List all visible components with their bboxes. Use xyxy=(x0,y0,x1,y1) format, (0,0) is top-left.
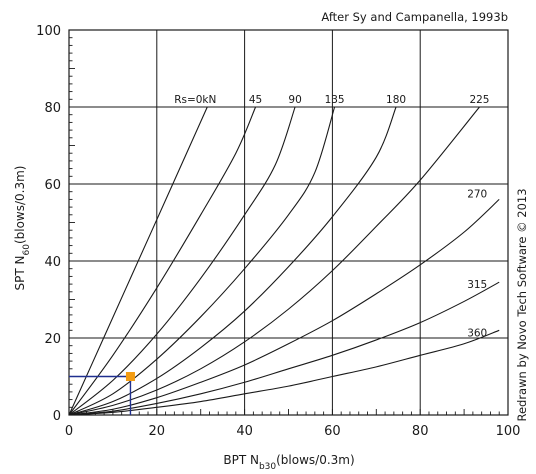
curve-label: 225 xyxy=(469,94,489,106)
curve-225 xyxy=(68,106,480,416)
y-tick-label: 20 xyxy=(44,332,61,347)
y-tick-label: 80 xyxy=(44,101,61,116)
curve-label: 315 xyxy=(467,279,487,291)
example-point xyxy=(125,372,135,381)
curve-label: Rs=0kN xyxy=(174,94,216,106)
grid-layer xyxy=(68,29,509,416)
x-tick-label: 60 xyxy=(324,424,341,439)
curve-315 xyxy=(68,281,500,416)
x-tick-label: 0 xyxy=(65,424,73,439)
curve-45 xyxy=(68,106,257,416)
curve-360 xyxy=(68,329,500,416)
curves-layer xyxy=(68,106,500,416)
curve-label: 180 xyxy=(386,94,406,106)
curve-label: 45 xyxy=(249,94,262,106)
x-axis-title-main: BPT N xyxy=(223,453,259,467)
x-tick-label: 100 xyxy=(496,424,521,439)
curve-label: 135 xyxy=(325,94,345,106)
labels-layer: 0 20 40 60 80 100 0 20 40 60 80 100 Rs=0kN 45 90 135 180… xyxy=(36,24,520,439)
curve-270 xyxy=(68,198,500,416)
y-axis-title-unit: (blows/0.3m) xyxy=(13,166,27,245)
y-axis-title-main: SPT N xyxy=(13,256,27,291)
minor-ticks-layer xyxy=(69,37,500,415)
x-tick-label: 20 xyxy=(149,424,166,439)
y-axis-title: SPT N60(blows/0.3m) xyxy=(13,166,32,291)
y-tick-label: 60 xyxy=(44,178,61,193)
curve-0kn xyxy=(68,106,208,416)
y-tick-label: 0 xyxy=(53,409,61,424)
x-tick-label: 40 xyxy=(236,424,253,439)
x-axis-title-sub: b30 xyxy=(259,462,276,472)
credit-text: Redrawn by Novo Tech Software © 2013 xyxy=(515,188,529,421)
source-note: After Sy and Campanella, 1993b xyxy=(321,10,508,24)
y-tick-label: 40 xyxy=(44,255,61,270)
y-tick-label: 100 xyxy=(36,24,61,39)
guide-layer xyxy=(69,372,135,415)
y-axis-title-sub: 60 xyxy=(22,244,32,256)
plot-frame xyxy=(68,29,509,416)
x-axis-title-unit: (blows/0.3m) xyxy=(276,453,355,467)
curve-label: 270 xyxy=(467,188,487,200)
curve-label: 90 xyxy=(288,94,301,106)
curve-180 xyxy=(68,106,397,416)
x-tick-label: 80 xyxy=(412,424,429,439)
curve-label: 360 xyxy=(467,327,487,339)
curve-90 xyxy=(68,106,296,416)
x-axis-title: BPT Nb30(blows/0.3m) xyxy=(223,453,354,472)
curve-135 xyxy=(68,106,336,416)
